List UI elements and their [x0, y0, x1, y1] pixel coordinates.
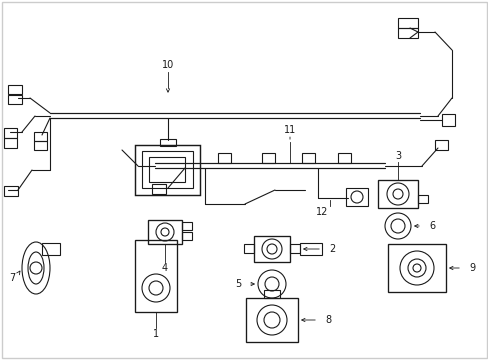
Bar	[135, 145, 200, 195]
Bar	[397, 18, 417, 28]
Bar	[262, 153, 274, 163]
Bar	[42, 243, 60, 255]
Bar	[149, 157, 184, 182]
Bar	[377, 180, 417, 208]
Bar	[142, 151, 193, 188]
Text: 9: 9	[468, 263, 474, 273]
Bar	[148, 220, 182, 244]
Bar	[302, 153, 314, 163]
Text: 10: 10	[162, 60, 174, 70]
Bar	[4, 186, 18, 196]
Bar	[4, 128, 17, 138]
Bar	[245, 298, 297, 342]
Bar	[34, 132, 47, 141]
Bar	[289, 244, 299, 253]
Bar	[152, 184, 165, 194]
Bar	[397, 28, 417, 38]
Bar	[218, 153, 230, 163]
Bar	[8, 95, 22, 104]
Text: 2: 2	[328, 244, 334, 254]
Bar	[182, 232, 192, 240]
Bar	[4, 138, 17, 148]
Text: 1: 1	[153, 329, 159, 339]
Bar	[417, 195, 427, 203]
Bar	[441, 114, 454, 126]
Bar	[337, 153, 350, 163]
Bar	[135, 240, 177, 312]
Text: 11: 11	[284, 125, 296, 135]
Bar	[160, 139, 176, 146]
Text: 12: 12	[315, 207, 327, 217]
Text: 4: 4	[162, 263, 168, 273]
Bar	[8, 85, 22, 94]
Bar	[244, 244, 253, 253]
Bar	[182, 222, 192, 230]
Text: 3: 3	[394, 151, 400, 161]
Bar	[34, 141, 47, 150]
Text: 5: 5	[234, 279, 241, 289]
Text: 8: 8	[324, 315, 330, 325]
Bar	[253, 236, 289, 262]
Text: 7: 7	[9, 273, 15, 283]
Bar	[264, 290, 280, 298]
Bar	[299, 243, 321, 255]
Bar	[387, 244, 445, 292]
Text: 6: 6	[428, 221, 434, 231]
Bar	[434, 140, 447, 150]
Bar	[346, 188, 367, 206]
